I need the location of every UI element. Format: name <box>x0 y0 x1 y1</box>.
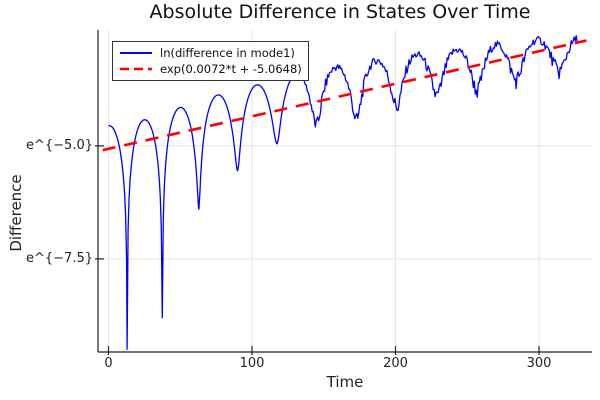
x-tick-label-100: 100 <box>239 356 265 371</box>
chart-title: Absolute Difference in States Over Time <box>149 1 531 23</box>
y-axis-label: Difference <box>7 174 25 252</box>
legend-label-red: exp(0.0072*t + -5.0648) <box>160 62 302 76</box>
y-tick-label-e-7-5: e^{−7.5} <box>26 251 93 267</box>
legend-label-blue: ln(difference in mode1) <box>160 46 295 60</box>
x-axis-label: Time <box>326 373 364 391</box>
x-tick-label-200: 200 <box>383 356 408 371</box>
legend-entry-blue: ln(difference in mode1) <box>119 45 302 61</box>
legend-entry-red: exp(0.0072*t + -5.0648) <box>119 61 302 77</box>
y-tick-label-e-5: e^{−5.0} <box>26 138 93 154</box>
x-tick-label-0: 0 <box>104 356 113 371</box>
legend: ln(difference in mode1) exp(0.0072*t + -… <box>112 41 309 81</box>
x-tick-label-300: 300 <box>526 356 552 371</box>
legend-solid-line-icon <box>120 52 152 54</box>
legend-dashed-line-icon <box>120 67 152 71</box>
